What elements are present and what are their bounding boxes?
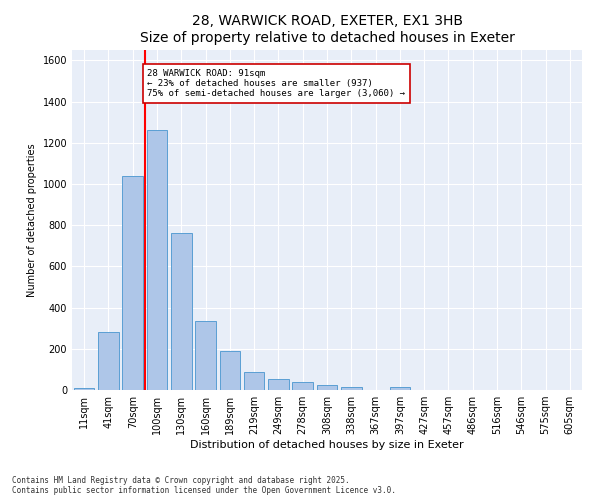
Bar — [122, 176, 143, 390]
Bar — [341, 387, 362, 390]
Bar — [171, 234, 191, 390]
Text: 28 WARWICK ROAD: 91sqm
← 23% of detached houses are smaller (937)
75% of semi-de: 28 WARWICK ROAD: 91sqm ← 23% of detached… — [147, 68, 405, 98]
Bar — [389, 387, 410, 390]
Bar — [146, 130, 167, 390]
Bar — [292, 382, 313, 390]
Bar — [268, 378, 289, 390]
Bar — [244, 372, 265, 390]
Bar — [220, 351, 240, 390]
Bar — [317, 385, 337, 390]
X-axis label: Distribution of detached houses by size in Exeter: Distribution of detached houses by size … — [190, 440, 464, 450]
Bar — [195, 321, 216, 390]
Bar — [74, 388, 94, 390]
Text: Contains HM Land Registry data © Crown copyright and database right 2025.
Contai: Contains HM Land Registry data © Crown c… — [12, 476, 396, 495]
Y-axis label: Number of detached properties: Number of detached properties — [27, 143, 37, 297]
Title: 28, WARWICK ROAD, EXETER, EX1 3HB
Size of property relative to detached houses i: 28, WARWICK ROAD, EXETER, EX1 3HB Size o… — [140, 14, 514, 44]
Bar — [98, 332, 119, 390]
